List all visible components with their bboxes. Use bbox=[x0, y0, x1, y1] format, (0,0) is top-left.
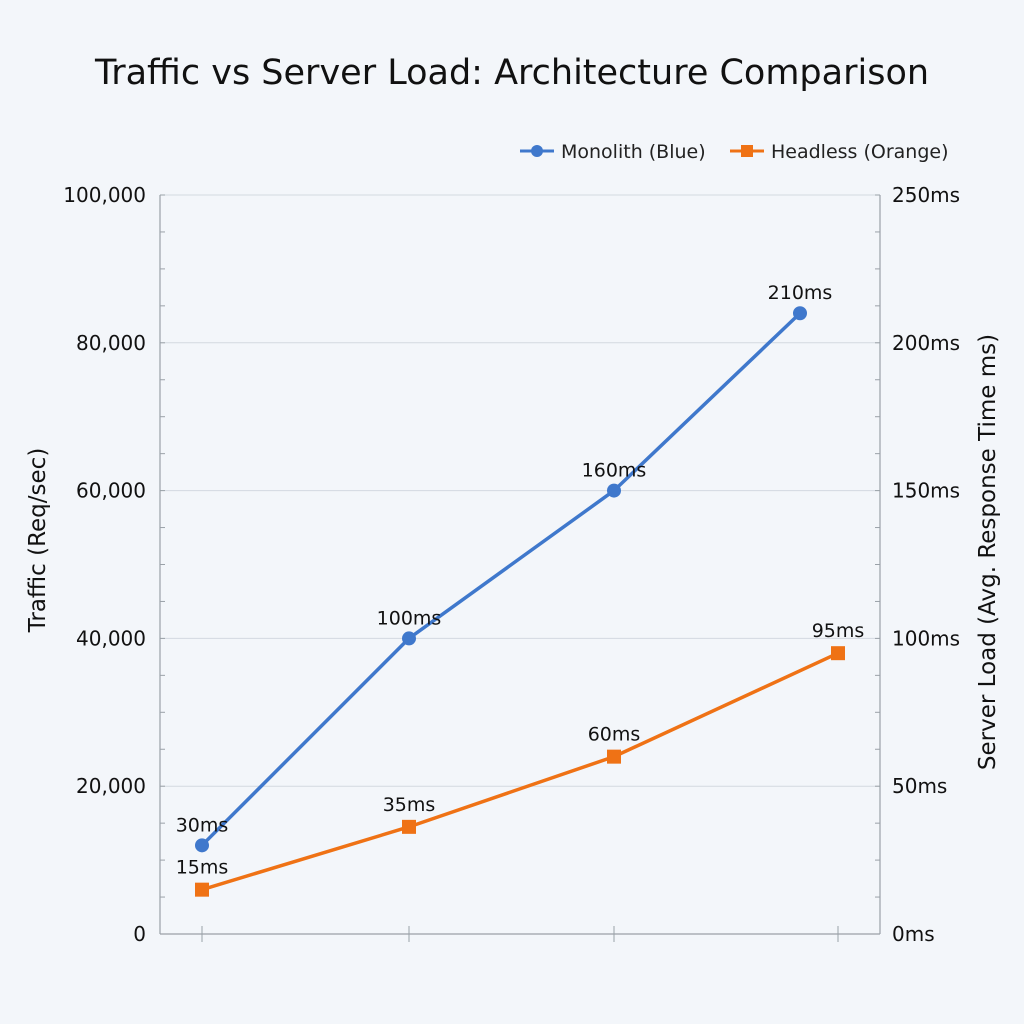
left-tick-label: 40,000 bbox=[76, 626, 146, 650]
legend-label-headless: Headless (Orange) bbox=[771, 141, 949, 163]
data-label: 210ms bbox=[768, 282, 833, 304]
series: 30ms 100ms 160ms 210ms 15ms 35ms 60ms 95ms bbox=[176, 282, 865, 897]
data-point bbox=[831, 646, 845, 661]
series-line-monolith bbox=[200, 311, 802, 847]
right-axis-title: Server Load (Avg. Response Time ms) bbox=[975, 334, 1001, 770]
data-point bbox=[195, 882, 209, 897]
data-point bbox=[195, 838, 209, 853]
right-tick-label: 50ms bbox=[892, 774, 947, 798]
legend-marker-headless bbox=[741, 145, 753, 157]
data-label: 30ms bbox=[176, 814, 229, 836]
left-tick-label: 80,000 bbox=[76, 331, 146, 355]
right-tick-label: 250ms bbox=[892, 183, 960, 207]
series-line-headless bbox=[201, 651, 839, 892]
left-tick-label: 100,000 bbox=[63, 183, 146, 207]
right-tick-label: 200ms bbox=[892, 331, 960, 355]
gridlines bbox=[160, 194, 880, 787]
legend-label-monolith: Monolith (Blue) bbox=[561, 141, 706, 163]
data-label: 100ms bbox=[377, 607, 442, 629]
data-point bbox=[402, 631, 416, 646]
legend-marker-monolith bbox=[531, 145, 543, 157]
data-point bbox=[607, 483, 621, 498]
left-axis-title: Traffic (Req/sec) bbox=[25, 448, 51, 634]
axes bbox=[159, 194, 881, 942]
data-label: 160ms bbox=[582, 460, 647, 482]
data-label: 15ms bbox=[176, 857, 229, 879]
left-tick-label: 0 bbox=[133, 922, 146, 946]
right-tick-label: 0ms bbox=[892, 922, 935, 946]
data-label: 60ms bbox=[588, 724, 641, 746]
right-tick-label: 150ms bbox=[892, 479, 960, 503]
data-point bbox=[793, 306, 807, 321]
right-axis-ticks: 0ms 50ms 100ms 150ms 200ms 250ms bbox=[892, 183, 960, 946]
chart-title: Traffic vs Server Load: Architecture Com… bbox=[94, 53, 929, 93]
left-axis-ticks: 0 20,000 40,000 60,000 80,000 100,000 bbox=[63, 183, 146, 946]
data-point bbox=[402, 819, 416, 834]
data-label: 35ms bbox=[383, 794, 436, 816]
right-tick-label: 100ms bbox=[892, 626, 960, 650]
data-point bbox=[607, 749, 621, 764]
data-label: 95ms bbox=[812, 620, 865, 642]
legend: Monolith (Blue) Headless (Orange) bbox=[520, 141, 949, 163]
left-tick-label: 60,000 bbox=[76, 479, 146, 503]
left-tick-label: 20,000 bbox=[76, 774, 146, 798]
